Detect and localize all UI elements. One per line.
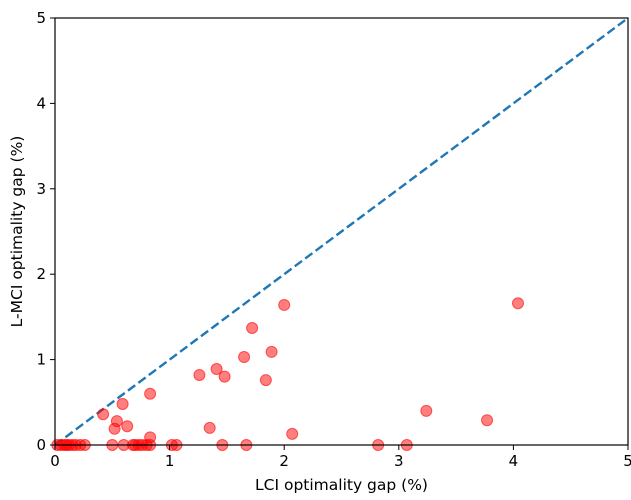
y-tick-label: 4 <box>36 94 46 112</box>
data-points <box>51 297 524 451</box>
y-axis-label: L-MCI optimality gap (%) <box>8 136 26 328</box>
axes: 0 1 2 3 4 5 0 1 2 3 4 5 <box>36 9 631 470</box>
scatter-point <box>286 427 299 440</box>
x-tick-label: 2 <box>279 452 289 470</box>
x-axis-label: LCI optimality gap (%) <box>255 476 428 494</box>
x-tick-label: 4 <box>509 452 519 470</box>
scatter-point <box>278 298 291 311</box>
scatter-point <box>210 362 223 375</box>
scatter-point <box>246 322 259 335</box>
scatter-point <box>110 415 123 428</box>
scatter-point <box>121 420 134 433</box>
x-tick-label: 3 <box>394 452 404 470</box>
scatter-point <box>511 297 524 310</box>
scatter-point <box>203 421 216 434</box>
x-tick-label: 1 <box>165 452 175 470</box>
scatter-point <box>116 398 129 411</box>
y-tick-label: 5 <box>36 9 46 27</box>
plot-frame <box>54 17 629 446</box>
scatter-point <box>265 345 278 358</box>
scatter-point <box>420 404 433 417</box>
scatter-point <box>481 414 494 427</box>
scatter-point <box>218 370 231 383</box>
y-tick-label: 1 <box>36 351 46 369</box>
scatter-point <box>238 351 251 364</box>
y-tick-label: 3 <box>36 180 46 198</box>
scatter-point <box>97 408 110 421</box>
y-tick-label: 0 <box>36 436 46 454</box>
y-tick-label: 2 <box>36 265 46 283</box>
scatter-point <box>193 368 206 381</box>
x-tick-label: 5 <box>623 452 631 470</box>
scatter-point <box>259 374 272 387</box>
reference-line-layer <box>54 17 629 446</box>
reference-line <box>54 17 629 446</box>
scatter-point <box>144 387 157 400</box>
x-tick-label: 0 <box>50 452 60 470</box>
